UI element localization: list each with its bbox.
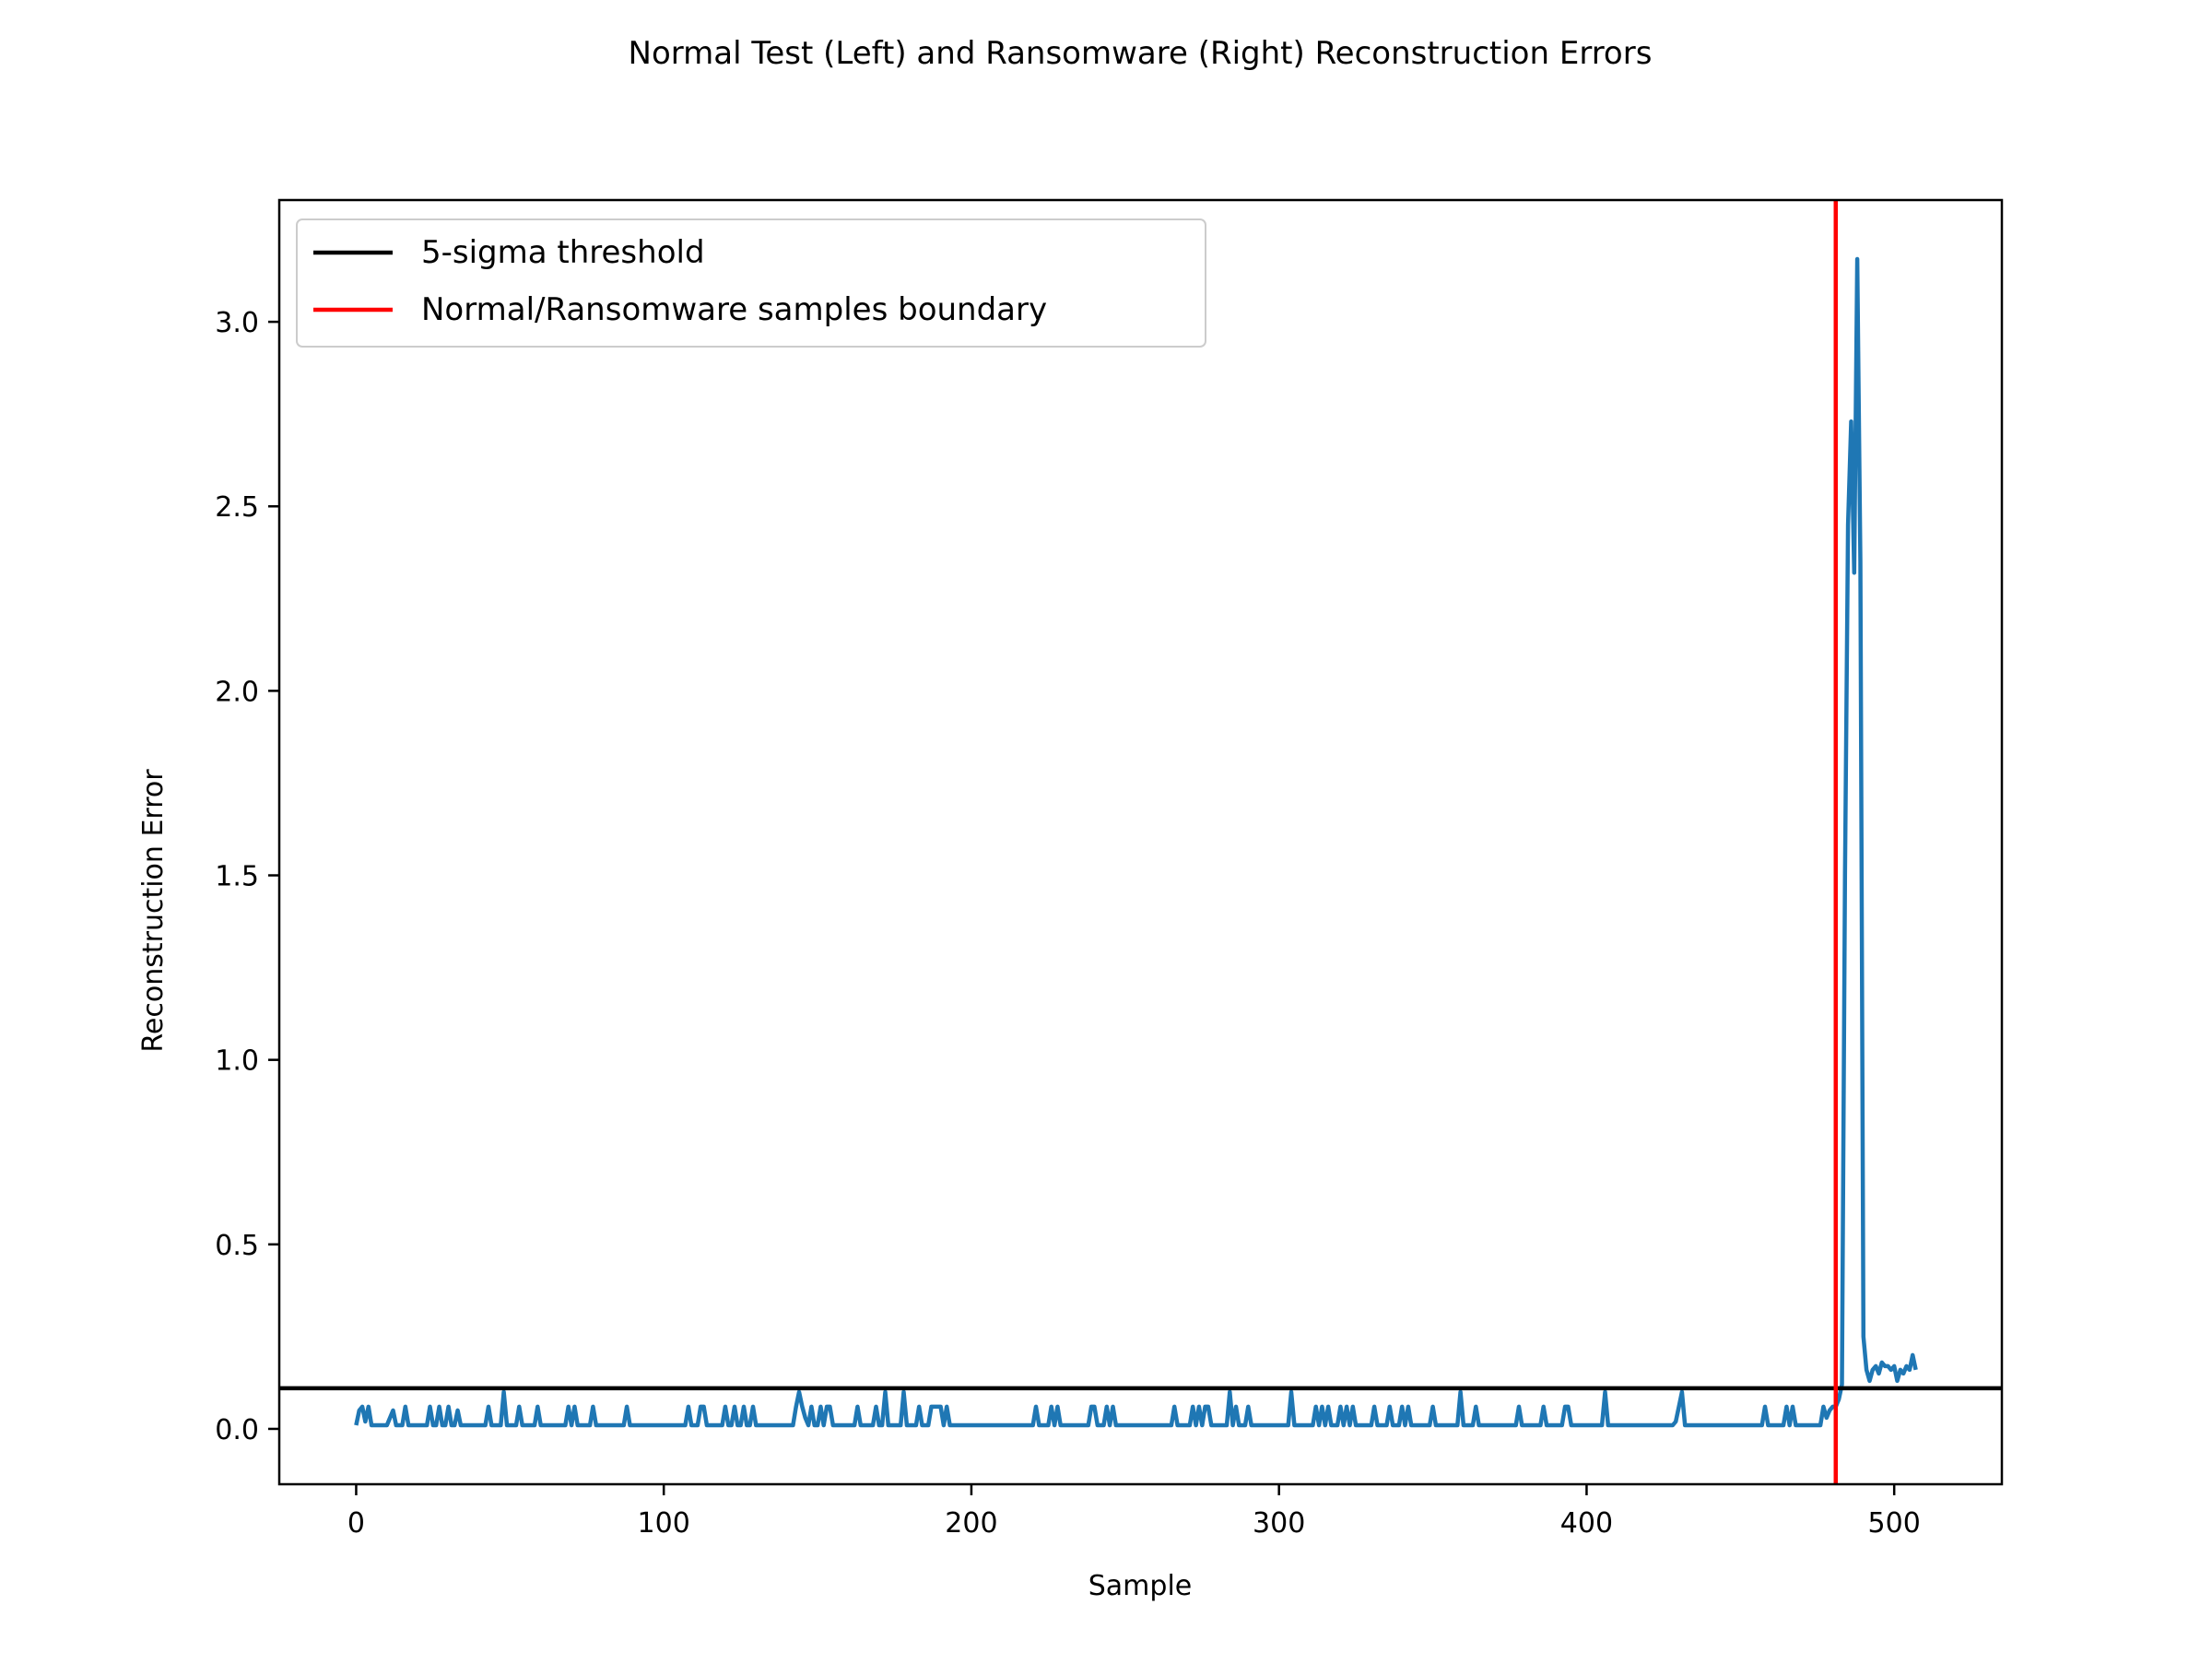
chart-title: Normal Test (Left) and Ransomware (Right…: [629, 35, 1653, 72]
y-axis-ticks: 0.0 0.5 1.0 1.5 2.0 2.5 3.0: [215, 307, 279, 1446]
legend-label-threshold: 5-sigma threshold: [421, 234, 705, 271]
y-tick-label: 0.0: [215, 1414, 259, 1446]
plot-frame: [277, 198, 2004, 1486]
legend-label-boundary: Normal/Ransomware samples boundary: [421, 291, 1047, 328]
legend-box: [296, 218, 1206, 348]
x-tick-label: 200: [945, 1507, 997, 1540]
x-axis-ticks: 0 100 200 300 400 500: [347, 1484, 1921, 1540]
x-tick-label: 100: [638, 1507, 690, 1540]
legend: 5-sigma threshold Normal/Ransomware samp…: [296, 218, 1206, 348]
x-tick-label: 0: [347, 1507, 365, 1540]
y-tick-label: 2.5: [215, 491, 259, 524]
x-tick-label: 400: [1560, 1507, 1613, 1540]
y-tick-label: 3.0: [215, 307, 259, 339]
plot-area: [279, 200, 2002, 1484]
y-tick-label: 0.5: [215, 1230, 259, 1262]
y-axis-label: Reconstruction Error: [137, 769, 170, 1053]
y-tick-label: 2.0: [215, 676, 259, 708]
x-tick-label: 300: [1253, 1507, 1305, 1540]
y-tick-label: 1.0: [215, 1045, 259, 1078]
x-axis-label: Sample: [1088, 1570, 1193, 1602]
y-tick-label: 1.5: [215, 861, 259, 893]
series-line: [354, 256, 1918, 1428]
x-tick-label: 500: [1868, 1507, 1921, 1540]
